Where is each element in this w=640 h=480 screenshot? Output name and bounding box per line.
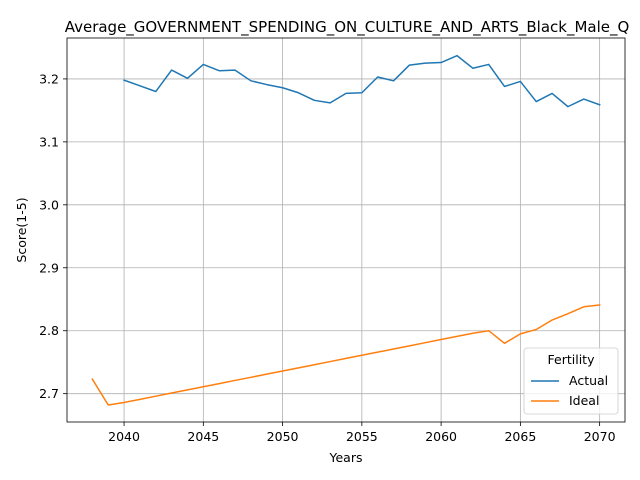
y-tick-label: 2.7 [39, 386, 59, 401]
legend-label-ideal: Ideal [569, 393, 599, 408]
x-tick-label: 2070 [584, 429, 616, 444]
x-tick-label: 2060 [425, 429, 457, 444]
x-tick-label: 2040 [108, 429, 140, 444]
y-axis-label: Score(1-5) [14, 197, 29, 262]
y-tick-label: 3.0 [39, 197, 59, 212]
plot-frame [66, 37, 626, 423]
x-axis-ticks: 2040 2045 2050 2055 2060 2065 2070 [108, 422, 616, 444]
data-lines [91, 54, 601, 406]
x-tick-label: 2065 [504, 429, 536, 444]
x-tick-label: 2050 [267, 429, 299, 444]
chart-title: Average_GOVERNMENT_SPENDING_ON_CULTURE_A… [65, 18, 630, 37]
y-tick-label: 2.8 [39, 323, 59, 338]
series-line-actual [123, 54, 601, 108]
y-tick-label: 2.9 [39, 260, 59, 275]
x-axis-label: Years [329, 450, 363, 465]
y-tick-label: 3.1 [39, 134, 59, 149]
y-tick-label: 3.2 [39, 71, 59, 86]
x-tick-label: 2045 [187, 429, 219, 444]
x-tick-label: 2055 [346, 429, 378, 444]
grid-lines [67, 38, 625, 422]
legend-title: Fertility [548, 352, 596, 367]
y-axis-ticks: 2.7 2.8 2.9 3.0 3.1 3.2 [39, 71, 67, 401]
series-line-ideal [91, 304, 601, 406]
legend-label-actual: Actual [569, 373, 608, 388]
legend: Fertility Actual Ideal [523, 347, 619, 415]
legend-box [523, 347, 619, 415]
